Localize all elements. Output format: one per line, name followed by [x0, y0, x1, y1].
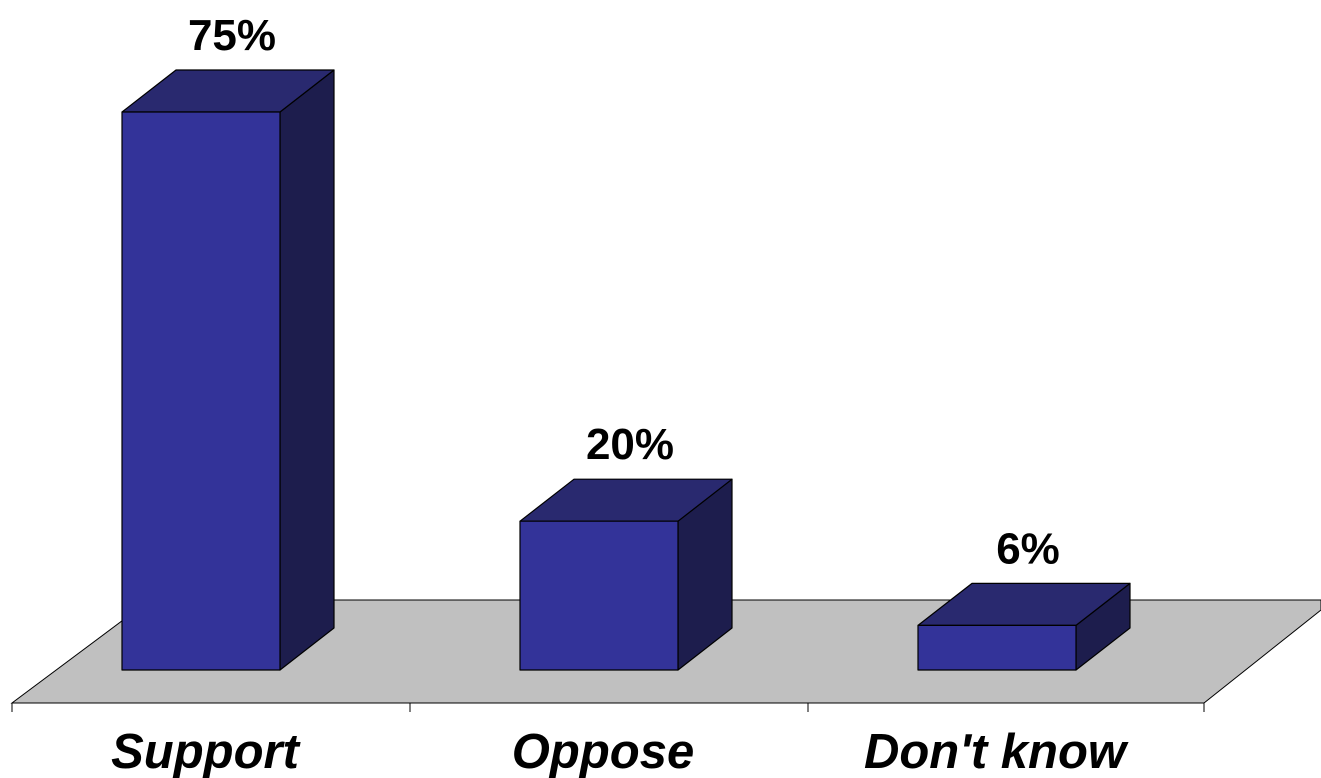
labels: 75% Support 20% Oppose 6% Don't know: [111, 11, 1129, 778]
data-label: 75%: [188, 11, 276, 60]
bar-front-face: [121, 111, 281, 671]
bar-front-face: [917, 624, 1077, 671]
bar-support: [121, 69, 335, 671]
x-axis: [11, 703, 1205, 712]
bars: [121, 69, 1131, 671]
bar-don-t-know: [917, 582, 1131, 671]
x-tick-label: Oppose: [512, 725, 694, 778]
x-tick-label: Don't know: [864, 725, 1129, 778]
data-label: 20%: [586, 420, 674, 469]
data-label: 6%: [996, 524, 1060, 573]
x-tick-label: Support: [111, 725, 300, 778]
bar-front-face: [519, 520, 679, 671]
bar-side-face: [279, 69, 335, 671]
bar-oppose: [519, 478, 733, 671]
